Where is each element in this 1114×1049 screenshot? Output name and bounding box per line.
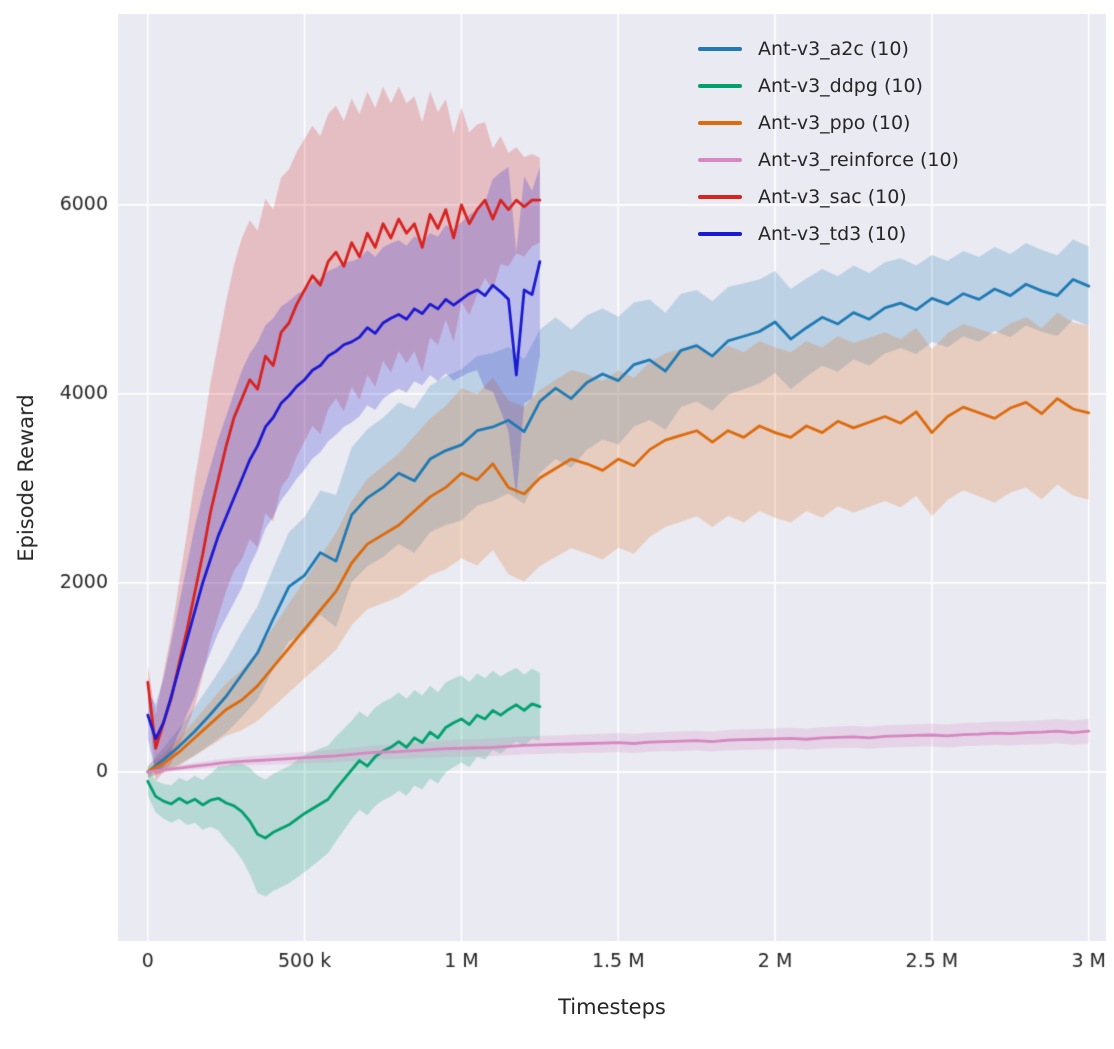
legend-item: Ant-v3_td3 (10) [698, 215, 959, 252]
legend-item: Ant-v3_ppo (10) [698, 104, 959, 141]
legend-label: Ant-v3_ddpg (10) [758, 74, 923, 97]
legend-label: Ant-v3_sac (10) [758, 185, 907, 208]
x-axis-label: Timesteps [558, 995, 666, 1019]
legend-item: Ant-v3_a2c (10) [698, 30, 959, 67]
legend-line-swatch [698, 231, 742, 236]
legend: Ant-v3_a2c (10) Ant-v3_ddpg (10) Ant-v3_pp… [698, 30, 959, 252]
legend-item: Ant-v3_sac (10) [698, 178, 959, 215]
legend-item: Ant-v3_reinforce (10) [698, 141, 959, 178]
legend-line-swatch [698, 194, 742, 199]
legend-line-swatch [698, 120, 742, 125]
legend-label: Ant-v3_a2c (10) [758, 37, 909, 60]
legend-label: Ant-v3_reinforce (10) [758, 148, 959, 171]
legend-line-swatch [698, 157, 742, 162]
legend-label: Ant-v3_ppo (10) [758, 111, 911, 134]
legend-line-swatch [698, 46, 742, 51]
y-axis-label: Episode Reward [14, 394, 38, 562]
legend-line-swatch [698, 83, 742, 88]
legend-item: Ant-v3_ddpg (10) [698, 67, 959, 104]
legend-label: Ant-v3_td3 (10) [758, 222, 907, 245]
